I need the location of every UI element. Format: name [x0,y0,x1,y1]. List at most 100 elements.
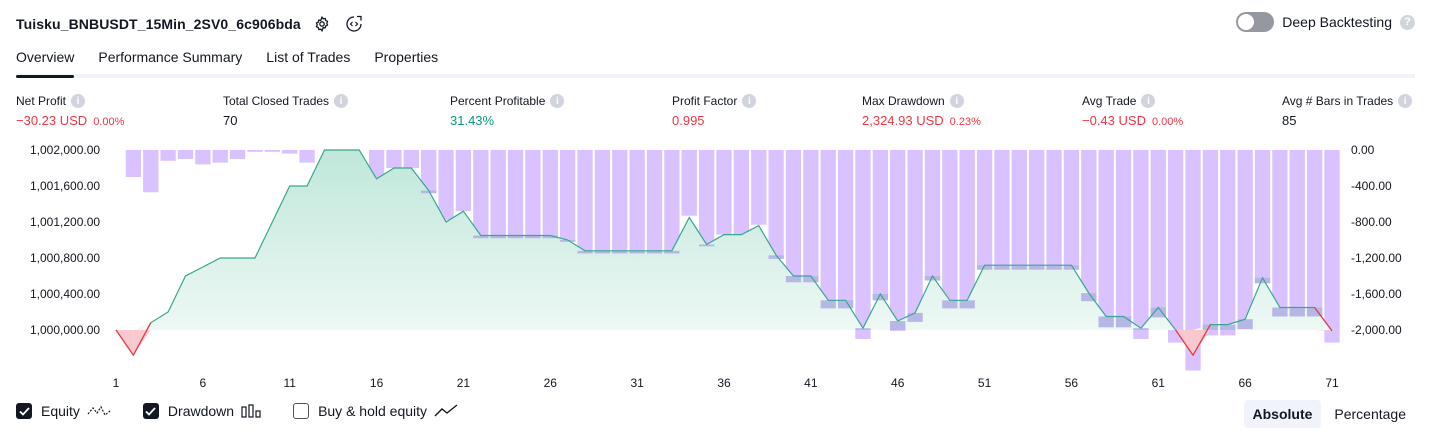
drawdown-bar [837,150,854,309]
left-axis-tick: 1,000,400.00 [30,287,100,301]
help-icon[interactable]: ? [1400,14,1415,30]
right-axis-tick: 0.00 [1351,143,1375,157]
legend-drawdown[interactable]: Drawdown [142,403,261,419]
equity-line-below [132,322,152,356]
drawdown-label: Drawdown [167,403,235,419]
buy-hold-checkbox[interactable] [293,403,310,419]
equity-below-area [116,330,134,356]
drawdown-bar [473,150,489,239]
drawdown-overlap-bar [1063,265,1080,270]
drawdown-overlap-bar [976,265,993,270]
left-axis-tick: 1,000,800.00 [30,251,100,265]
drawdown-bar [143,150,159,193]
equity-line-icon [87,404,111,418]
absolute-button[interactable]: Absolute [1243,400,1322,428]
drawdown-bar [299,150,315,163]
drawdown-overlap-bar [1133,328,1149,330]
equity-below-area [133,330,151,356]
right-axis-tick: -800.00 [1351,215,1392,229]
tab-bar: Overview Performance Summary List of Tra… [16,44,1415,78]
drawdown-bar [924,150,941,281]
drawdown-bar [907,150,923,322]
metric-value: −0.43 USD [1082,113,1146,128]
info-icon[interactable]: i [550,94,565,108]
equity-checkbox[interactable] [16,403,32,419]
drawdown-overlap-bar [664,250,680,254]
right-axis-tick: -2,000.00 [1351,323,1402,337]
drawdown-overlap-bar [1081,293,1097,302]
drawdown-bar [264,150,280,152]
drawdown-bar [282,150,298,154]
tab-performance-summary[interactable]: Performance Summary [98,49,243,65]
drawdown-bar [733,150,750,235]
right-axis-tick: -400.00 [1351,179,1392,193]
drawdown-bar [1150,150,1166,318]
drawdown-bar [751,150,767,225]
drawdown-overlap-bar [994,265,1010,270]
toggle-knob [1238,14,1255,30]
x-axis-tick: 51 [978,376,992,390]
info-icon[interactable]: i [334,94,349,108]
settings-icon[interactable] [311,13,333,35]
drawdown-bar [803,150,819,283]
tab-properties[interactable]: Properties [374,49,439,65]
drawdown-bar [229,150,246,159]
equity-drawdown-chart[interactable]: 1,002,000.00 1,001,600.00 1,001,200.00 1,00… [0,140,1431,396]
info-icon[interactable]: i [1398,94,1413,108]
scale-mode-switch: Absolute Percentage [1240,400,1416,428]
metric-value: 2,324.93 USD [862,113,944,128]
deep-backtesting-toggle[interactable] [1236,12,1275,32]
metric-label: Net Profit [16,94,67,108]
metric-value: 31.43% [450,113,495,128]
info-icon[interactable]: i [71,94,86,108]
drawdown-overlap-bar [890,321,906,330]
drawdown-bar [594,150,611,254]
x-axis-tick: 1 [113,376,120,390]
equity-below-area [1314,330,1332,331]
drawdown-overlap-bar [490,235,506,239]
drawdown-overlap-bar [924,276,941,281]
left-axis-tick: 1,000,000.00 [30,323,100,337]
drawdown-overlap-bar [837,300,854,309]
drawdown-overlap-bar [1029,265,1045,270]
metric-label: Total Closed Trades [223,94,330,108]
drawdown-bar [177,150,194,159]
info-icon[interactable]: i [1141,94,1156,108]
drawdown-bar [507,150,524,239]
drawdown-bar [664,150,680,254]
drawdown-overlap-bar [1254,277,1271,284]
drawdown-bar [1133,150,1149,339]
drawdown-bar [1115,150,1132,328]
drawdown-bar [820,150,836,309]
metric-percent: 0.23% [949,116,981,128]
metric-profit-factor: Profit Factor i 0.995 [672,94,757,128]
x-axis-tick: 56 [1065,376,1079,390]
chart-legend: Equity Drawdown Buy & hold equity [16,403,490,419]
left-axis-tick: 1,002,000.00 [30,143,100,157]
drawdown-bar [890,150,906,331]
metric-net-profit: Net Profit i −30.23 USD 0.00% [16,94,124,128]
left-axis-tick: 1,001,200.00 [30,215,100,229]
metric-percent-profitable: Percent Profitable i 31.43% [450,94,565,128]
metric-total-closed-trades: Total Closed Trades i 70 [223,94,349,128]
source-code-icon[interactable] [343,13,365,35]
drawdown-checkbox[interactable] [142,403,159,419]
drawdown-bar [698,150,715,247]
drawdown-overlap-bar [820,300,836,309]
percentage-button[interactable]: Percentage [1334,406,1406,422]
metric-label: Percent Profitable [450,94,546,108]
metric-value: 85 [1282,113,1297,128]
x-axis-tick: 16 [370,376,384,390]
tab-overview[interactable]: Overview [16,44,75,78]
tab-list-of-trades[interactable]: List of Trades [266,49,351,65]
drawdown-overlap-bar [785,276,802,283]
drawdown-overlap-bar [803,276,819,283]
drawdown-overlap-bar [698,244,715,247]
legend-buy-hold[interactable]: Buy & hold equity [293,403,458,419]
info-icon[interactable]: i [742,94,757,108]
strategy-title: Tuisku_BNBUSDT_15Min_2SV0_6c906bda [16,16,301,32]
equity-line-below [115,329,134,356]
info-icon[interactable]: i [949,94,964,108]
legend-equity[interactable]: Equity [16,403,111,419]
metric-value: −30.23 USD [16,113,88,128]
